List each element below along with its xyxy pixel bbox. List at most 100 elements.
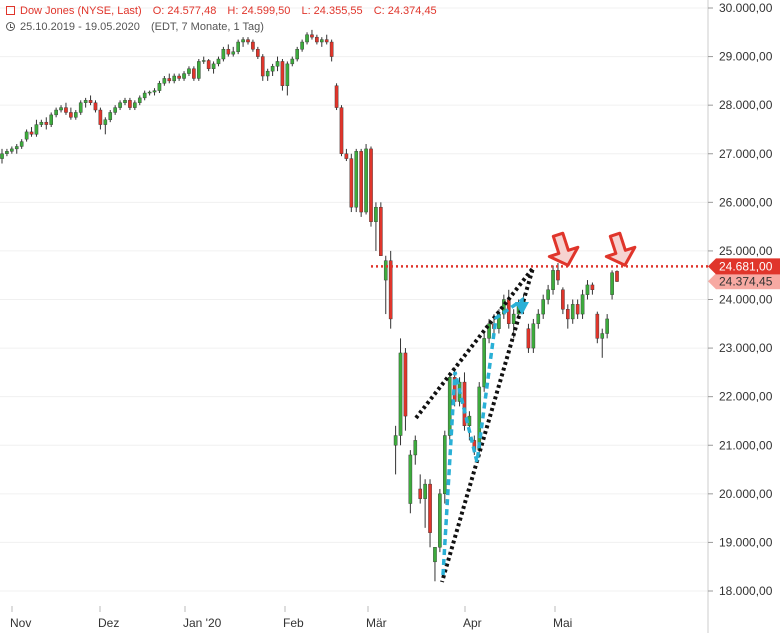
candle-body xyxy=(14,146,19,150)
candle-body xyxy=(88,100,93,103)
candle-body xyxy=(285,63,290,86)
candle-body xyxy=(600,333,605,339)
candle-body xyxy=(206,60,211,69)
candle-body xyxy=(359,151,363,213)
candle-body xyxy=(383,260,388,281)
candle-body xyxy=(10,148,14,152)
y-tick-label: 23.000,00 xyxy=(719,341,773,355)
candle-body xyxy=(551,270,555,290)
candle-body xyxy=(546,289,550,300)
down-arrow-icon xyxy=(547,231,580,267)
y-tick-label: 29.000,00 xyxy=(719,50,773,64)
candle-body xyxy=(177,75,181,79)
candle-body xyxy=(570,304,575,320)
x-tick-label: Jan '20 xyxy=(183,616,222,630)
candle-body xyxy=(526,328,531,349)
candle-body xyxy=(172,75,177,82)
last-price-tag xyxy=(708,273,780,290)
candle-body xyxy=(561,289,565,310)
x-tick-label: Feb xyxy=(283,616,304,630)
candle-body xyxy=(123,100,127,103)
candle-body xyxy=(605,318,609,334)
candle-body xyxy=(290,58,295,65)
candle-body xyxy=(201,60,206,62)
candle-body xyxy=(300,41,304,50)
candle-body xyxy=(320,39,324,43)
candle-body xyxy=(73,112,78,118)
candle-body xyxy=(236,41,240,52)
chart-header-quote: Dow Jones (NYSE, Last) O: 24.577,48 H: 2… xyxy=(6,5,437,17)
candle-body xyxy=(344,153,349,159)
candle-body xyxy=(103,119,108,125)
candle-body xyxy=(0,153,4,159)
open-value: O: 24.577,48 xyxy=(152,5,217,17)
series-square-icon xyxy=(6,6,15,15)
x-tick-label: Mai xyxy=(553,616,572,630)
interval-info: (EDT, 7 Monate, 1 Tag) xyxy=(150,21,264,33)
wedge-lines xyxy=(414,266,535,583)
candle-body xyxy=(211,63,216,69)
candle-body xyxy=(408,454,413,504)
down-arrow-icon xyxy=(604,231,637,267)
annotations xyxy=(371,231,708,583)
candle-body xyxy=(34,124,39,135)
grid-lines xyxy=(0,7,708,592)
candle-body xyxy=(162,78,167,84)
candle-body xyxy=(369,148,373,222)
candle-body xyxy=(531,323,536,349)
candle-body xyxy=(305,34,309,43)
candle-body xyxy=(118,102,122,108)
candle-body xyxy=(315,36,319,43)
y-tick-label: 19.000,00 xyxy=(719,535,773,549)
candle-body xyxy=(339,107,344,154)
x-tick-label: Nov xyxy=(10,616,31,630)
candle-body xyxy=(295,49,300,60)
candle-body xyxy=(403,352,408,417)
candle-body xyxy=(29,131,34,135)
candle-body xyxy=(324,39,329,43)
candle-body xyxy=(462,381,467,427)
chart-header-range: 25.10.2019 - 19.05.2020 (EDT, 7 Monate, … xyxy=(6,21,264,33)
candle-body xyxy=(428,483,432,533)
candle-body xyxy=(64,107,68,113)
resistance-price-tag xyxy=(708,258,780,275)
candle-body xyxy=(187,68,191,74)
candle-body xyxy=(388,260,393,320)
candle-body xyxy=(580,294,585,315)
candle-body xyxy=(241,39,245,43)
candle-body xyxy=(541,299,545,315)
candle-body xyxy=(142,92,147,99)
candle-body xyxy=(364,148,368,213)
candle-body xyxy=(108,112,113,120)
candle-body xyxy=(536,313,541,324)
x-tick-label: Apr xyxy=(463,616,482,630)
candle-body xyxy=(595,313,600,339)
candle-body xyxy=(24,131,29,140)
candle-body xyxy=(231,51,236,55)
candle-body xyxy=(260,56,265,77)
last-price-tag-label: 24.374,45 xyxy=(719,274,773,288)
candle-body xyxy=(246,39,250,43)
candle-body xyxy=(221,49,226,60)
candle-body xyxy=(157,83,162,91)
candle-body xyxy=(511,313,516,324)
candle-body xyxy=(216,58,221,65)
x-tick-label: Dez xyxy=(98,616,119,630)
candle-body xyxy=(98,109,103,125)
y-tick-label: 25.000,00 xyxy=(719,244,773,258)
candle-body xyxy=(167,78,172,82)
y-tick-label: 30.000,00 xyxy=(719,1,773,15)
candle-body xyxy=(93,102,98,111)
candle-body xyxy=(615,271,619,282)
candle-body xyxy=(196,61,201,79)
candle-body xyxy=(379,206,383,256)
candle-body xyxy=(487,323,491,339)
candle-body xyxy=(443,435,447,495)
y-tick-label: 27.000,00 xyxy=(719,147,773,161)
candle-body xyxy=(423,483,427,499)
candle-body xyxy=(256,49,260,57)
candle-body xyxy=(147,91,152,94)
y-tick-label: 18.000,00 xyxy=(719,584,773,598)
